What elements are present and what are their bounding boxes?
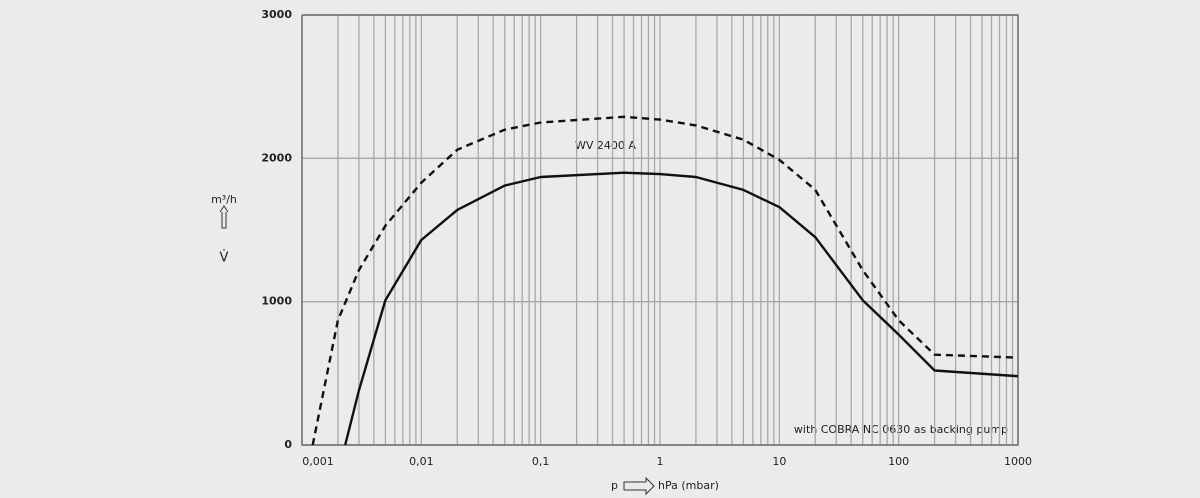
x-tick-label: 0,001	[302, 455, 334, 468]
x-tick-label: 100	[888, 455, 909, 468]
x-tick-label: 0,1	[532, 455, 550, 468]
right-arrow	[623, 476, 655, 496]
y-tick-label: 0	[284, 438, 292, 451]
y-tick-label: 2000	[261, 151, 292, 164]
y-tick-label: 1000	[261, 295, 292, 308]
annotation: with COBRA NC 0630 as backing pump	[794, 423, 1008, 436]
y-symbol: V̇	[220, 250, 229, 265]
x-tick-label: 1000	[1004, 455, 1032, 468]
line-series	[344, 171, 1019, 446]
y-tick-label: 3000	[261, 8, 292, 21]
axes	[301, 14, 1019, 446]
x-label: hPa (mbar)	[658, 479, 719, 492]
x-tick-label: 10	[772, 455, 786, 468]
y-label: m³/h	[211, 193, 237, 206]
annotation: WV 2400 A	[575, 139, 636, 152]
up-arrow	[219, 205, 229, 229]
x-symbol: p	[611, 479, 618, 492]
x-tick-label: 1	[657, 455, 664, 468]
line-series	[311, 115, 1019, 446]
x-tick-label: 0,01	[409, 455, 434, 468]
